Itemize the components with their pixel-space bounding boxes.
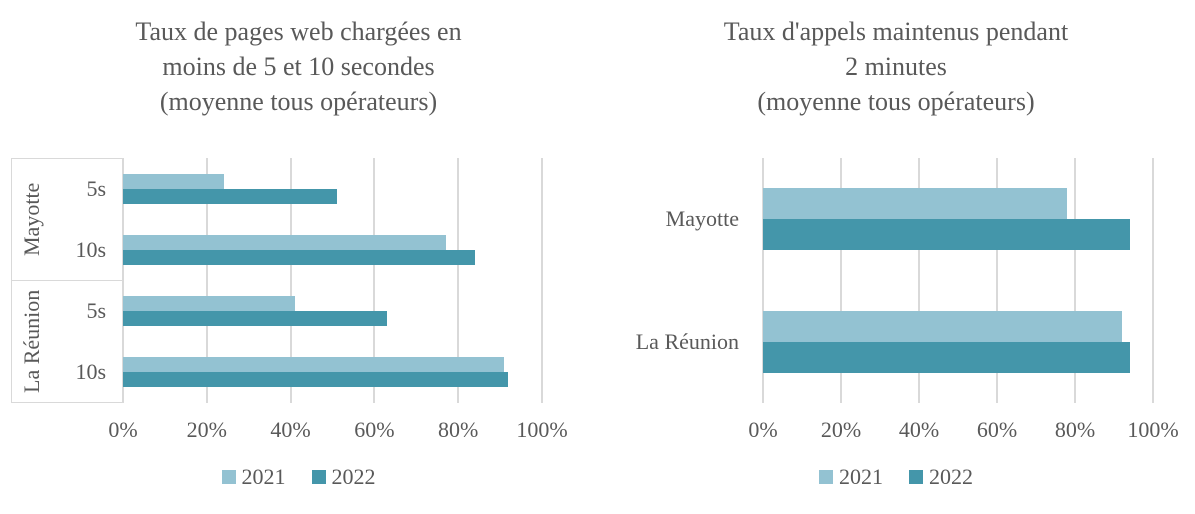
category-group-Mayotte: Mayotte 5s 10s (12, 159, 122, 280)
chart-calls-held-panel: Taux d'appels maintenus pendant 2 minute… (597, 0, 1195, 514)
category-label-La Réunion: La Réunion (635, 328, 739, 354)
gridline-100% (541, 158, 543, 403)
legend-swatch-2022 (909, 470, 923, 484)
row-labels-La Réunion: 5s 10s (52, 281, 122, 402)
legend-item-2022: 2022 (909, 464, 973, 490)
gridline-0% (122, 158, 124, 403)
chart-web-load-x-axis: 0% 20% 40% 60% 80% 100% (108, 417, 567, 451)
chart-web-load-category-axis: Mayotte 5s 10s La Réunion 5s 10s (11, 158, 123, 403)
row-label-5s: 5s (86, 176, 106, 202)
chart-calls-held-title: Taux d'appels maintenus pendant 2 minute… (723, 17, 1069, 116)
category-label-Mayotte: Mayotte (665, 206, 739, 232)
x-tick-label-0%: 0% (748, 417, 778, 442)
bar-2022-La Réunion-10s (123, 372, 509, 388)
bar-2021-La Réunion-5s (123, 296, 295, 312)
legend-item-2021: 2021 (819, 464, 883, 490)
bar-2022-Mayotte-10s (123, 249, 475, 265)
category-slot-La Réunion-5s (123, 281, 542, 342)
legend-label-2022: 2022 (331, 464, 376, 489)
row-labels-Mayotte: 5s 10s (52, 159, 122, 280)
gridline-80% (457, 158, 460, 403)
legend-swatch-2022 (311, 470, 326, 484)
group-label-Mayotte: Mayotte (19, 182, 44, 257)
x-tick-label-100%: 100% (516, 417, 568, 442)
legend-swatch-2021 (819, 470, 833, 484)
legend-label-2021: 2021 (839, 464, 883, 489)
x-tick-label-60%: 60% (976, 417, 1018, 442)
chart-calls-held-x-axis: 0% 20% 40% 60% 80% 100% (748, 417, 1178, 451)
category-slot-La Réunion-10s (123, 342, 542, 403)
group-label-La Réunion: La Réunion (19, 289, 44, 394)
gridline-40% (289, 158, 292, 403)
chart-web-load-title: Taux de pages web chargées en moins de 5… (135, 17, 462, 116)
bar-2021-La Réunion (763, 310, 1122, 342)
bar-2022-Mayotte-5s (123, 188, 337, 204)
x-tick-label-40%: 40% (270, 417, 311, 442)
bar-2021-Mayotte-10s (123, 234, 446, 250)
row-label-10s: 10s (75, 358, 106, 384)
x-tick-label-80%: 80% (438, 417, 479, 442)
bar-2022-La Réunion-5s (123, 311, 387, 327)
legend-label-2022: 2022 (929, 464, 973, 489)
row-label-5s: 5s (86, 298, 106, 324)
bar-2022-La Réunion (763, 341, 1130, 373)
chart-calls-held-plot (762, 158, 1154, 404)
x-tick-label-60%: 60% (354, 417, 395, 442)
gridline-100% (1152, 158, 1154, 403)
chart-web-load-plot (122, 158, 543, 403)
gridline-60% (373, 158, 376, 403)
gridline-60% (996, 158, 998, 403)
legend-item-2022: 2022 (311, 464, 376, 490)
chart-calls-held-legend: 2021 2022 (597, 464, 1195, 490)
x-tick-label-40%: 40% (898, 417, 940, 442)
category-group-La Réunion: La Réunion 5s 10s (12, 280, 122, 402)
gridline-80% (1074, 158, 1076, 403)
row-label-10s: 10s (75, 236, 106, 262)
legend-label-2021: 2021 (241, 464, 286, 489)
legend-swatch-2021 (221, 470, 236, 484)
x-tick-label-100%: 100% (1127, 417, 1179, 442)
x-tick-label-80%: 80% (1054, 417, 1096, 442)
gridline-40% (918, 158, 920, 403)
category-slot-La Réunion (763, 281, 1153, 404)
category-slot-Mayotte-10s (123, 219, 542, 280)
bar-2021-Mayotte-5s (123, 173, 224, 189)
legend-item-2021: 2021 (221, 464, 286, 490)
bar-2022-Mayotte (763, 219, 1130, 251)
gridline-20% (205, 158, 208, 403)
chart-web-load-legend: 2021 2022 (0, 464, 597, 490)
category-slot-Mayotte-5s (123, 158, 542, 219)
gridline-20% (840, 158, 842, 403)
gridline-0% (762, 158, 764, 403)
bar-2021-La Réunion-10s (123, 357, 505, 373)
chart-web-load-panel: Taux de pages web chargées en moins de 5… (0, 0, 597, 514)
bar-2021-Mayotte (763, 188, 1068, 220)
category-slot-Mayotte (763, 158, 1153, 281)
x-tick-label-0%: 0% (108, 417, 138, 442)
x-tick-label-20%: 20% (186, 417, 227, 442)
x-tick-label-20%: 20% (820, 417, 862, 442)
chart-calls-held-category-axis: Mayotte La Réunion (597, 158, 749, 403)
